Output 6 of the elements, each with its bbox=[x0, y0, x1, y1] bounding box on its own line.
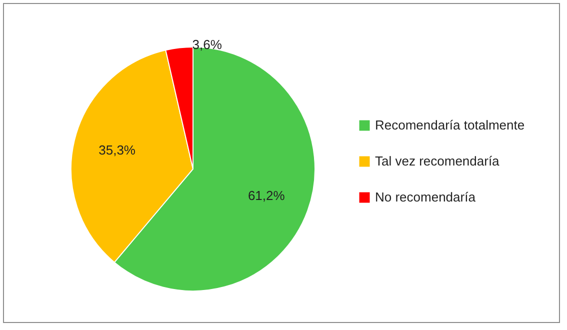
data-label: 61,2% bbox=[248, 188, 286, 203]
legend-label: Recomendaría totalmente bbox=[375, 118, 525, 132]
legend-label: No recomendaría bbox=[375, 190, 476, 204]
data-label: 35,3% bbox=[98, 142, 136, 158]
data-label: 3,6% bbox=[192, 36, 222, 52]
legend-label: Tal vez recomendaría bbox=[375, 154, 500, 168]
